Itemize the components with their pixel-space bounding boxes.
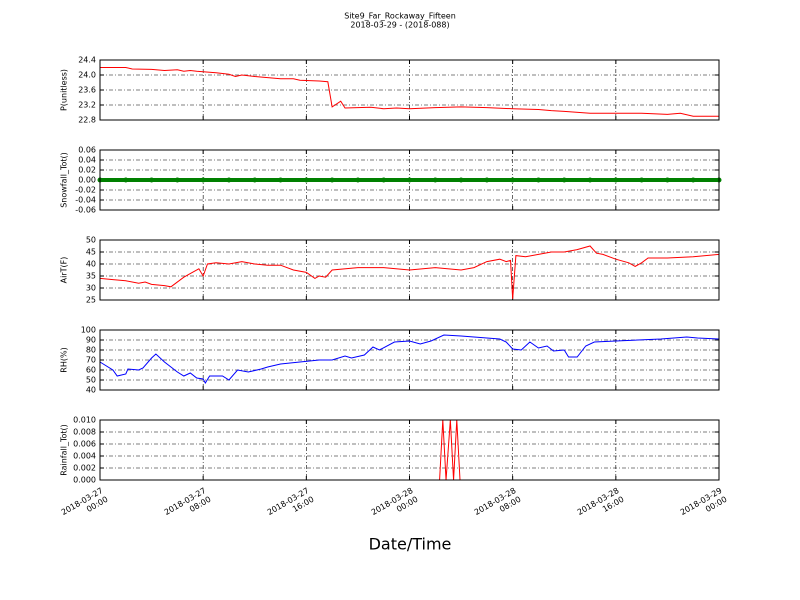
y-tick-label: 22.8 xyxy=(78,116,96,125)
data-point xyxy=(407,177,412,183)
y-tick-label: 24.4 xyxy=(78,56,96,65)
data-point xyxy=(303,177,309,183)
data-point xyxy=(690,177,696,183)
y-tick-label: 0.06 xyxy=(78,146,96,155)
data-point xyxy=(664,177,670,183)
data-point xyxy=(613,177,619,183)
data-point xyxy=(355,177,361,183)
y-axis-label: Rainfall_Tot() xyxy=(60,424,69,476)
x-axis-label: Date/Time xyxy=(369,535,452,554)
y-tick-label: 40 xyxy=(86,386,96,395)
data-point xyxy=(200,177,206,183)
y-axis-label: Snowfall_Tot() xyxy=(60,152,69,208)
y-tick-label: 45 xyxy=(86,248,96,257)
data-line xyxy=(99,334,720,385)
y-tick-label: -0.04 xyxy=(75,196,96,205)
y-tick-label: 0.002 xyxy=(73,464,96,473)
y-tick-label: 35 xyxy=(86,272,96,281)
y-axis-label: RH(%) xyxy=(60,347,69,372)
y-tick-label: 70 xyxy=(86,356,96,365)
y-axis-label: P(unitless) xyxy=(60,69,69,111)
data-point xyxy=(535,177,541,183)
data-point xyxy=(510,177,516,183)
plot-frame xyxy=(99,149,720,211)
data-point xyxy=(278,177,284,183)
y-tick-label: 23.2 xyxy=(78,101,96,110)
data-point xyxy=(226,177,232,183)
y-tick-label: 25 xyxy=(86,296,96,305)
y-tick-label: 0.004 xyxy=(73,452,96,461)
plot-frame xyxy=(99,419,720,481)
data-point xyxy=(329,177,335,183)
data-point xyxy=(149,177,155,183)
chart-title: Site9_Far_Rockaway_Fifteen xyxy=(344,12,456,21)
y-tick-label: 30 xyxy=(86,284,96,293)
y-tick-label: -0.06 xyxy=(75,206,96,215)
plot-frame xyxy=(99,59,720,121)
y-tick-label: 100 xyxy=(81,326,96,335)
y-axis-label: AirT(F) xyxy=(60,257,69,284)
y-tick-label: 0.000 xyxy=(73,476,96,485)
data-line xyxy=(100,67,719,117)
plot-frame xyxy=(99,329,720,391)
data-point xyxy=(174,177,180,183)
data-point xyxy=(458,177,464,183)
y-tick-label: 0.008 xyxy=(73,428,96,437)
y-tick-label: 0.00 xyxy=(78,176,96,185)
y-tick-label: 60 xyxy=(86,366,96,375)
y-tick-label: 0.006 xyxy=(73,440,96,449)
y-tick-label: 90 xyxy=(86,336,96,345)
y-tick-label: 0.02 xyxy=(78,166,96,175)
y-tick-label: 0.04 xyxy=(78,156,96,165)
data-point xyxy=(484,177,490,183)
data-line xyxy=(99,245,720,299)
y-tick-label: 50 xyxy=(86,376,96,385)
data-point xyxy=(381,177,387,183)
data-point xyxy=(639,177,645,183)
chart-subtitle: 2018-03-29 - (2018-088) xyxy=(350,21,449,30)
y-tick-label: 40 xyxy=(86,260,96,269)
y-tick-label: 23.6 xyxy=(78,86,96,95)
y-tick-label: 0.010 xyxy=(73,416,96,425)
data-point xyxy=(587,177,593,183)
y-tick-label: 50 xyxy=(86,236,96,245)
y-tick-label: 80 xyxy=(86,346,96,355)
y-tick-label: -0.02 xyxy=(75,186,96,195)
data-point xyxy=(123,177,129,183)
y-tick-label: 24.0 xyxy=(78,71,96,80)
data-point xyxy=(432,177,438,183)
plot-frame xyxy=(99,239,720,301)
data-point xyxy=(561,177,567,183)
data-point xyxy=(252,177,258,183)
